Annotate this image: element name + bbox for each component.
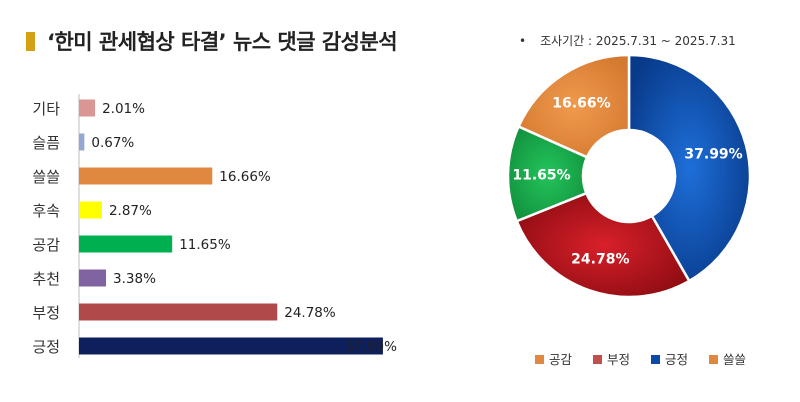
page-title: ‘한미 관세협상 타결’ 뉴스 댓글 감성분석 [47,30,398,54]
bar-value-label: 11.65% [179,237,231,253]
bar-category-label: 추천 [32,270,60,288]
donut-slice [515,191,691,299]
bar [79,337,383,355]
bar [79,133,85,151]
title-marker [26,31,35,51]
bar-value-label: 2.87% [109,203,152,219]
title-block: ‘한미 관세협상 타결’ 뉴스 댓글 감성분석 [26,26,398,56]
donut-slice [627,53,752,283]
bar-category-label: 부정 [32,304,60,322]
bar-category-label: 긍정 [32,338,60,356]
bar [79,99,96,117]
bar-value-label: 0.67% [91,135,134,151]
bar [79,235,173,253]
legend-swatch [535,355,544,364]
bar [79,269,107,287]
bar-category-label: 기타 [32,100,60,118]
donut-value-label: 16.66% [552,96,610,112]
period-text: 조사기간 : 2025.7.31 ~ 2025.7.31 [540,34,736,48]
bar [79,201,102,219]
legend-label: 쓸쓸 [723,352,746,367]
donut-value-label: 24.78% [571,252,629,268]
bar-category-label: 슬픔 [32,134,60,152]
donut-value-label: 37.99% [684,146,742,162]
bar-category-label: 쓸쓸 [32,168,60,186]
bar-category-label: 공감 [32,236,60,254]
survey-period: • 조사기간 : 2025.7.31 ~ 2025.7.31 [519,32,736,49]
legend-label: 긍정 [665,352,688,367]
legend-swatch [651,355,660,364]
legend-label: 부정 [607,352,630,367]
bar [79,303,278,321]
donut-value-label: 11.65% [512,167,570,183]
bar-category-label: 후속 [32,202,60,220]
legend-label: 공감 [549,352,573,367]
bar-value-label: 24.78% [284,305,336,321]
bar [79,167,213,185]
legend-swatch [709,355,718,364]
bar-value-label: 37.99% [345,339,397,355]
period-bullet: • [519,33,527,48]
bar-value-label: 3.38% [113,271,156,287]
donut-chart: 37.99% 24.78% 11.65% 16.66% 공감 부정 긍정 쓸쓸 [506,53,752,367]
bar-chart: 기타 2.01% 슬픔 0.67% 쓸쓸 16.66% 후속 2.87% 공감 11.65% 추천 3… [32,94,397,358]
donut-slice [516,53,631,159]
legend-swatch [593,355,602,364]
bar-value-label: 16.66% [219,169,271,185]
bar-value-label: 2.01% [102,101,145,117]
